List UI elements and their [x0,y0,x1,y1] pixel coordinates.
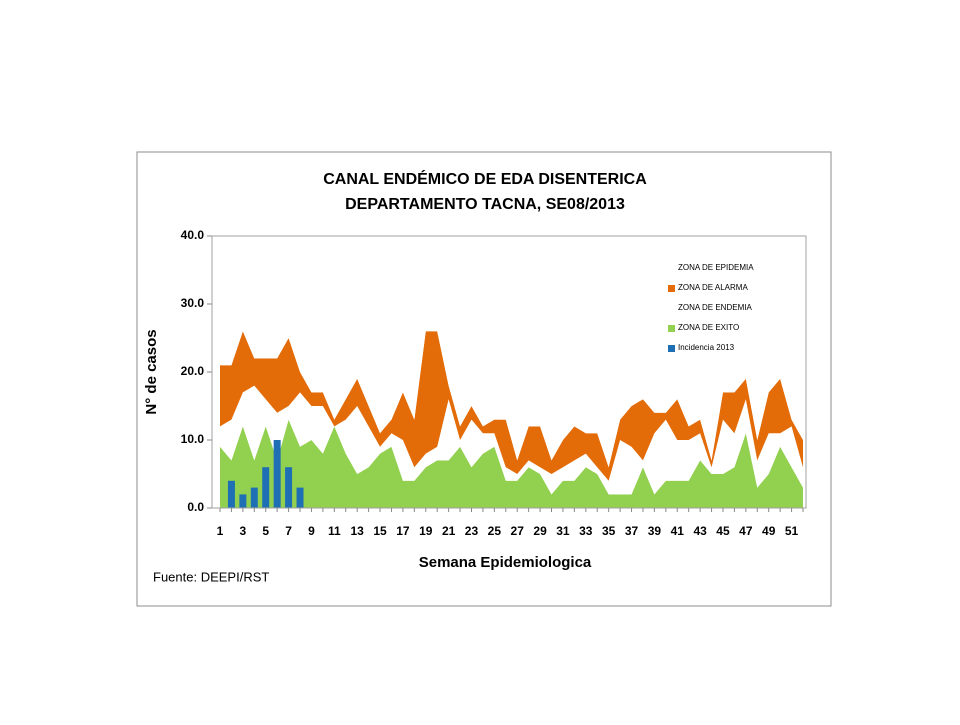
legend-label: ZONA DE EPIDEMIA [678,263,754,272]
x-tick-label: 39 [648,524,662,538]
bar [285,467,293,508]
y-tick-label: 40.0 [181,228,205,242]
x-axis-label: Semana Epidemiologica [419,554,592,571]
x-tick-label: 45 [716,524,730,538]
bar [296,487,304,508]
y-axis-label: N° de casos [143,329,160,414]
x-tick-label: 13 [350,524,364,538]
x-tick-label: 47 [739,524,753,538]
x-tick-label: 15 [373,524,387,538]
bar [250,487,258,508]
legend-swatch [668,325,675,332]
x-tick-label: 19 [419,524,433,538]
chart-title: CANAL ENDÉMICO DE EDA DISENTERICA [323,169,647,188]
x-tick-label: 23 [465,524,479,538]
legend-label: Incidencia 2013 [678,343,735,352]
area [220,385,803,495]
legend-swatch [668,305,675,312]
legend-label: ZONA DE EXITO [678,323,739,332]
source-note: Fuente: DEEPI/RST [153,569,269,584]
x-tick-label: 9 [308,524,315,538]
y-tick-label: 0.0 [187,500,204,514]
x-tick-label: 17 [396,524,410,538]
y-tick-label: 20.0 [181,364,205,378]
x-tick-label: 29 [533,524,547,538]
x-tick-label: 43 [693,524,707,538]
chart-subtitle: DEPARTAMENTO TACNA, SE08/2013 [345,196,625,213]
x-tick-label: 5 [262,524,269,538]
legend-swatch [668,265,675,272]
area [220,419,803,508]
x-tick-label: 21 [442,524,456,538]
legend-swatch [668,345,675,352]
area [220,236,803,468]
x-tick-label: 1 [217,524,224,538]
bar [273,440,281,508]
x-tick-label: 49 [762,524,776,538]
bar [262,467,270,508]
x-tick-label: 3 [240,524,247,538]
bar [239,494,247,508]
x-tick-label: 33 [579,524,593,538]
x-tick-label: 11 [328,524,341,538]
x-tick-label: 37 [625,524,639,538]
x-tick-label: 7 [285,524,292,538]
y-tick-label: 30.0 [181,296,205,310]
x-tick-label: 41 [671,524,685,538]
legend-label: ZONA DE ENDEMIA [678,303,752,312]
x-tick-label: 27 [511,524,525,538]
legend-swatch [668,285,675,292]
x-tick-label: 51 [785,524,799,538]
x-tick-label: 35 [602,524,616,538]
legend-label: ZONA DE ALARMA [678,283,748,292]
x-tick-label: 25 [488,524,502,538]
area [220,331,803,481]
y-tick-label: 10.0 [181,432,205,446]
bar [227,480,235,508]
x-tick-label: 31 [556,524,570,538]
